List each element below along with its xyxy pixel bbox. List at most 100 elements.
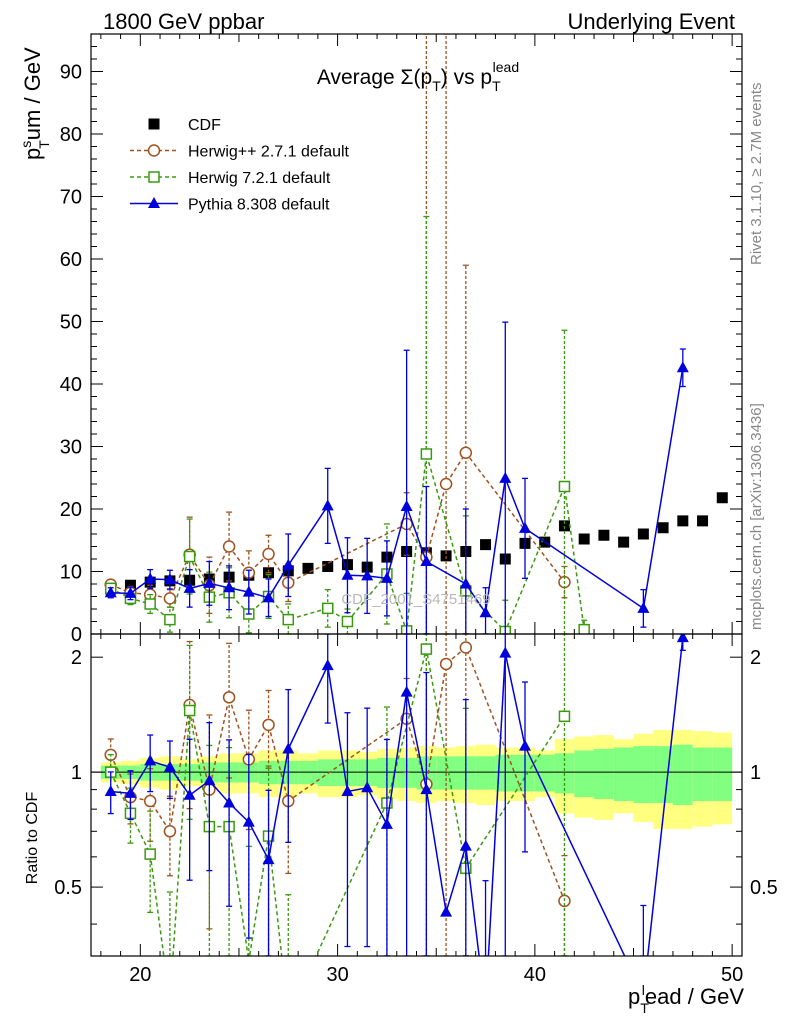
data-point xyxy=(637,601,650,613)
series-herwigpp xyxy=(104,34,571,634)
data-point xyxy=(183,788,196,800)
y-tick-label: 70 xyxy=(60,187,82,209)
legend-marker-pythia xyxy=(148,197,160,208)
data-point xyxy=(223,796,236,808)
data-point xyxy=(400,500,413,511)
data-point xyxy=(558,480,571,493)
band-green xyxy=(574,750,595,798)
x-axis-title: pTlead / GeV xyxy=(628,982,744,1016)
data-point xyxy=(124,579,136,591)
ratio-y-tick-label-right: 1 xyxy=(750,762,761,784)
data-point xyxy=(459,577,472,589)
bottom-frame xyxy=(90,633,743,957)
data-point xyxy=(479,606,492,618)
series-line-herwigpp xyxy=(110,451,566,600)
data-point xyxy=(242,585,255,597)
data-point xyxy=(282,742,295,754)
data-point xyxy=(519,739,531,751)
series-pythia xyxy=(104,321,689,634)
data-point xyxy=(440,550,452,562)
data-point xyxy=(124,786,137,798)
data-point xyxy=(459,641,473,654)
data-point xyxy=(144,572,157,584)
legend-label-herwigpp: Herwig++ 2.7.1 default xyxy=(188,144,350,161)
data-point xyxy=(716,492,728,504)
data-point xyxy=(380,817,393,829)
side-label-rivet: Rivet 3.1.10, ≥ 2.7M events xyxy=(748,83,765,266)
data-point xyxy=(341,568,354,580)
series-line-pythia xyxy=(110,367,684,615)
data-point xyxy=(203,774,216,786)
band-green xyxy=(475,756,496,790)
y-tick-label: 10 xyxy=(60,562,82,584)
data-point xyxy=(321,659,334,671)
data-point xyxy=(222,540,236,553)
side-label-mcplots: mcplots.cern.ch [arXiv:1306.3436] xyxy=(748,403,765,630)
legend-marker-herwig7 xyxy=(148,171,160,183)
band-green xyxy=(712,747,733,802)
data-point xyxy=(400,685,413,697)
data-point xyxy=(440,905,453,917)
data-point xyxy=(439,477,453,491)
ratio-y-tick-label: 2 xyxy=(71,647,82,669)
data-point xyxy=(380,571,393,583)
top-title: Average Σ(pT) vs pTlead xyxy=(317,59,519,94)
legend-marker-herwigpp xyxy=(147,144,161,157)
ratio-y-tick-label-right: 2 xyxy=(750,647,761,669)
data-point xyxy=(183,550,196,563)
data-point xyxy=(183,581,196,593)
band-green xyxy=(613,747,634,802)
data-point xyxy=(676,361,689,373)
data-point xyxy=(163,760,176,772)
y-tick-label: 50 xyxy=(60,312,82,334)
data-point xyxy=(420,555,433,566)
band-green xyxy=(436,756,456,790)
data-point xyxy=(282,613,295,626)
y-axis-title-bottom: Ratio to CDF xyxy=(24,792,41,885)
data-point xyxy=(439,657,453,671)
data-point xyxy=(341,615,354,628)
data-point xyxy=(677,515,689,527)
data-point xyxy=(144,848,156,860)
data-point xyxy=(578,623,590,634)
legend-label-pythia: Pythia 8.308 default xyxy=(188,197,330,214)
series-cdf xyxy=(105,492,728,595)
y-tick-label: 40 xyxy=(60,374,82,396)
x-tick-label: 30 xyxy=(326,964,348,986)
data-point xyxy=(203,576,216,588)
data-point xyxy=(341,784,354,796)
data-point xyxy=(262,591,275,603)
data-point xyxy=(578,533,590,545)
data-point xyxy=(143,794,157,808)
data-point xyxy=(242,815,255,827)
data-point xyxy=(420,448,433,460)
y-tick-label: 30 xyxy=(60,437,82,459)
data-point xyxy=(262,718,275,732)
main-plot-panel: 0 10 20 30 40 50 60 70 80 90 xyxy=(60,33,743,956)
data-point xyxy=(697,515,709,527)
data-point xyxy=(657,522,669,534)
data-point xyxy=(499,646,512,658)
x-tick-label: 50 xyxy=(721,964,743,986)
band-green xyxy=(633,746,654,804)
band-green xyxy=(653,746,673,804)
ratio-y-tick-label: 0.5 xyxy=(54,877,82,899)
data-point xyxy=(144,754,157,766)
data-point xyxy=(558,520,570,532)
y-tick-label: 80 xyxy=(60,124,82,146)
y-tick-label: 90 xyxy=(60,62,82,84)
legend-label-herwig7: Herwig 7.2.1 default xyxy=(188,170,331,187)
y-tick-label: 0 xyxy=(71,624,82,646)
y-tick-label: 60 xyxy=(60,249,82,271)
y-axis-title-top: ps Tum / GeV xyxy=(18,47,52,160)
data-point xyxy=(262,853,275,865)
data-point xyxy=(223,581,236,593)
data-point xyxy=(222,691,236,704)
data-point xyxy=(321,499,334,511)
data-point xyxy=(124,586,137,598)
data-point xyxy=(321,602,334,615)
data-point xyxy=(480,539,492,551)
data-point xyxy=(420,783,433,795)
data-point xyxy=(163,592,177,605)
